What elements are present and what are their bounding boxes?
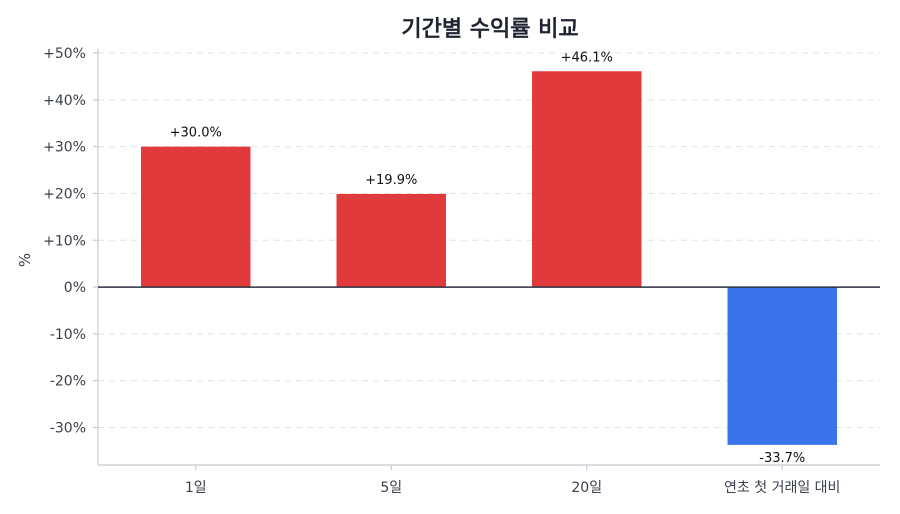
data-label: -33.7% [759,451,805,466]
bars [141,71,837,445]
bar [336,193,446,288]
data-labels: +30.0% +19.9% +46.1% -33.7% [170,50,806,466]
y-tick-label: +30% [43,140,86,156]
data-label: +46.1% [561,50,613,65]
x-tick-label: 1일 [185,480,207,496]
x-tick-label: 20일 [571,480,602,496]
y-tick-label: +50% [43,46,86,62]
x-tick-label: 연초 첫 거래일 대비 [724,480,840,496]
chart-title: 기간별 수익률 비교 [401,17,578,42]
y-tick-label: +20% [43,186,86,202]
y-tick-label: -10% [50,327,86,343]
y-tick-label: -30% [50,421,86,437]
data-label: +19.9% [365,173,417,188]
y-tick-label: +10% [43,233,86,249]
y-tick-label: 0% [64,280,86,296]
y-axis-label: % [16,253,34,267]
x-tick-label: 5일 [380,480,402,496]
y-tick-label: +40% [43,93,86,109]
bar [532,71,642,288]
data-label: +30.0% [170,126,222,141]
bar [141,146,251,288]
y-tick-label: -20% [50,374,86,390]
bar [727,287,837,445]
axes: -30% -20% -10% 0% +10% +20% +30% +40% +50% 1일 5일 20… [43,46,880,496]
